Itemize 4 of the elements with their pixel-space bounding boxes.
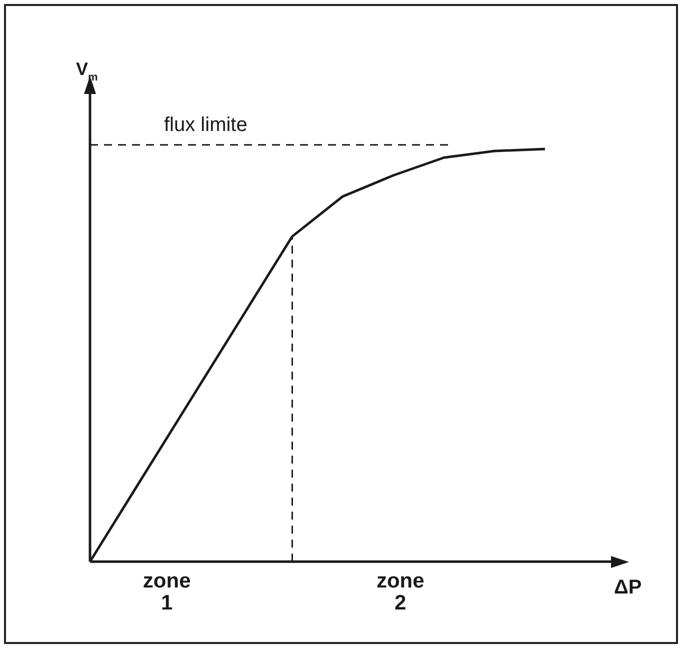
text: zone 2 [376, 570, 424, 615]
text: zone 1 [142, 570, 191, 615]
x-axis-title: ΔP [614, 576, 642, 599]
ref-line-label: flux limite [164, 114, 248, 136]
